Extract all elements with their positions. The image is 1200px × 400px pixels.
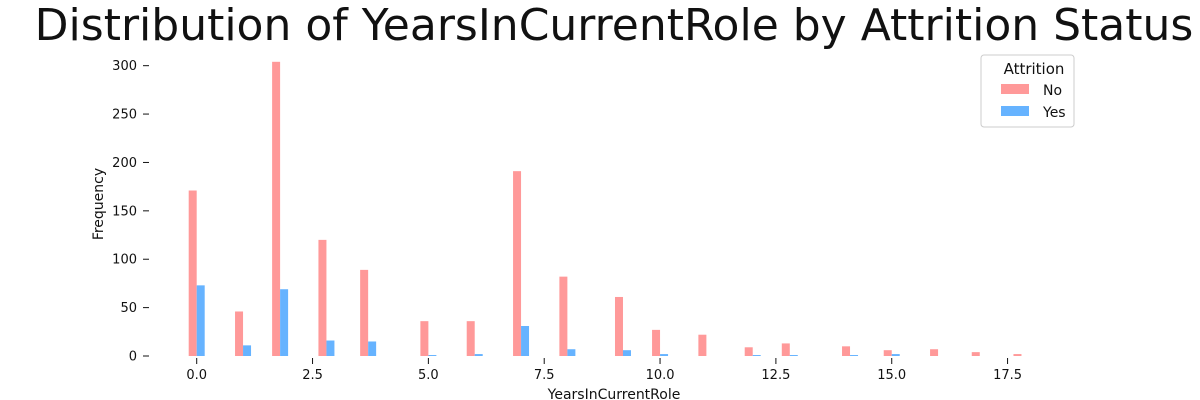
y-tick-label-250: 250 [112,108,137,123]
legend: Attrition No Yes [980,54,1075,128]
bar-yes-6 [474,354,483,356]
y-tick-label-150: 150 [112,204,137,219]
bar-yes-3 [326,340,335,356]
legend-label-no: No [1043,83,1062,99]
bar-yes-0 [196,285,205,356]
bar-no-12 [744,347,753,356]
x-tick-label-2.5: 2.5 [302,368,323,383]
y-tick-label-200: 200 [112,156,137,171]
legend-title: Attrition [1004,60,1065,78]
bar-yes-1 [243,345,252,356]
x-axis-label: YearsInCurrentRole [547,387,681,400]
bar-yes-7 [521,326,530,356]
y-tick-label-50: 50 [120,301,137,316]
bar-no-18 [1013,354,1022,356]
y-axis: 0 50 100 150 200 250 300 [112,59,149,365]
bar-yes-2 [280,289,289,356]
bar-no-17 [971,352,980,356]
bar-no-10 [652,329,661,356]
y-axis-label: Frequency [91,168,107,240]
bar-yes-9 [622,350,631,356]
bar-no-1 [235,311,244,356]
bar-yes-10 [660,354,669,356]
y-tick-label-0: 0 [129,350,137,365]
bar-yes-14 [850,355,859,356]
x-tick-label-12.5: 12.5 [761,368,790,383]
bar-yes-15 [891,354,900,356]
bar-no-4 [360,269,369,356]
bar-no-14 [842,346,851,356]
bar-no-16 [930,349,939,356]
legend-swatch-no [1001,84,1029,94]
x-tick-label-10.0: 10.0 [646,368,675,383]
chart-title: Distribution of YearsInCurrentRole by At… [34,0,1194,51]
bar-yes-5 [428,355,437,356]
bar-no-2 [272,61,281,356]
bar-no-15 [883,350,892,356]
bar-yes-13 [789,355,798,356]
bar-yes-4 [368,341,377,356]
x-tick-label-5.0: 5.0 [418,368,439,383]
legend-label-yes: Yes [1042,105,1066,121]
x-tick-label-7.5: 7.5 [534,368,555,383]
x-tick-label-0.0: 0.0 [186,368,207,383]
x-axis: 0.0 2.5 5.0 7.5 10.0 12.5 15.0 17.5 [186,358,1022,383]
y-tick-label-300: 300 [112,59,137,74]
bar-no-13 [781,343,790,356]
bar-no-5 [420,321,429,356]
legend-swatch-yes [1001,106,1029,116]
x-tick-label-17.5: 17.5 [993,368,1022,383]
bar-no-11 [698,334,707,356]
bar-no-6 [466,321,475,356]
bar-yes-12 [752,355,761,356]
bar-no-8 [559,276,568,356]
y-tick-label-100: 100 [112,253,137,268]
bar-no-3 [318,239,327,356]
bar-no-9 [614,296,623,356]
bar-no-7 [513,171,522,356]
bar-no-0 [188,190,197,356]
bars [188,61,1022,356]
x-tick-label-15.0: 15.0 [877,368,906,383]
bar-yes-8 [567,349,576,356]
